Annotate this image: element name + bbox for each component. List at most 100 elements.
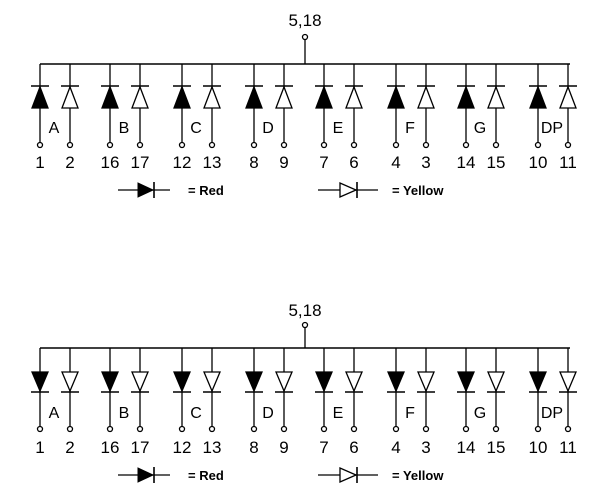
- pin-terminal: [280, 425, 288, 433]
- pin-terminal: [320, 425, 328, 433]
- segment-a: 1 2A: [31, 348, 79, 457]
- pin-terminal: [136, 425, 144, 433]
- red-led-diode-icon: [457, 85, 475, 109]
- yellow-led-diode-icon: [487, 85, 505, 109]
- pin-terminal: [280, 141, 288, 149]
- red-pin-number: 14: [457, 153, 476, 172]
- pin-terminal: [36, 425, 44, 433]
- pin-terminal: [36, 141, 44, 149]
- pin-terminal: [392, 141, 400, 149]
- pin-terminal: [564, 141, 572, 149]
- yellow-led-diode-icon: [61, 85, 79, 109]
- yellow-led-diode-icon: [339, 467, 358, 483]
- yellow-led-diode-icon: [131, 371, 149, 393]
- red-led-diode-icon: [529, 85, 547, 109]
- pin-terminal: [534, 141, 542, 149]
- yellow-led-diode-icon: [487, 371, 505, 393]
- segment-g: 14 15G: [457, 348, 505, 457]
- red-led-diode-icon: [173, 85, 191, 109]
- pin-terminal: [492, 425, 500, 433]
- red-led-diode-icon: [457, 371, 475, 393]
- pin-terminal: [250, 425, 258, 433]
- yellow-led-diode-icon: [203, 371, 221, 393]
- common-pin-terminal: [301, 321, 309, 329]
- legend-yellow-label: = Yellow: [392, 183, 444, 198]
- yellow-led-diode-icon: [339, 182, 358, 198]
- segment-label: A: [49, 405, 60, 422]
- red-led-diode-icon: [387, 85, 405, 109]
- segment-label: E: [333, 405, 344, 422]
- yellow-pin-number: 6: [349, 438, 358, 457]
- segment-label: D: [262, 405, 274, 422]
- pin-terminal: [178, 141, 186, 149]
- red-led-diode-icon: [31, 85, 49, 109]
- red-led-diode-icon: [315, 85, 333, 109]
- segment-label: DP: [541, 405, 563, 422]
- segment-e: 7 6E: [315, 64, 363, 172]
- segment-label: C: [190, 120, 202, 137]
- legend-red: = Red: [118, 182, 224, 198]
- legend-yellow-label: = Yellow: [392, 468, 444, 483]
- segment-label: G: [474, 120, 486, 137]
- segment-e: 7 6E: [315, 348, 363, 457]
- segment-label: F: [405, 405, 415, 422]
- yellow-pin-number: 17: [131, 438, 150, 457]
- segment-a: 1 2A: [31, 64, 79, 172]
- legend-red-label: = Red: [188, 183, 224, 198]
- segment-label: B: [119, 120, 130, 137]
- yellow-led-diode-icon: [203, 85, 221, 109]
- pin-terminal: [462, 141, 470, 149]
- segment-b: 16 17B: [101, 64, 150, 172]
- pin-terminal: [534, 425, 542, 433]
- pin-terminal: [462, 425, 470, 433]
- common-pin-label: 5,18: [288, 301, 321, 320]
- pin-terminal: [392, 425, 400, 433]
- segment-label: G: [474, 405, 486, 422]
- red-led-diode-icon: [137, 182, 155, 198]
- pin-terminal: [422, 425, 430, 433]
- yellow-led-diode-icon: [345, 371, 363, 393]
- segment-b: 16 17B: [101, 348, 150, 457]
- red-led-diode-icon: [245, 85, 263, 109]
- legend: = Red = Yellow: [118, 182, 444, 198]
- red-pin-number: 10: [529, 438, 548, 457]
- yellow-pin-number: 2: [65, 153, 74, 172]
- legend-red-label: = Red: [188, 468, 224, 483]
- pin-terminal: [250, 141, 258, 149]
- pin-terminal: [66, 425, 74, 433]
- pin-terminal: [136, 141, 144, 149]
- segment-label: DP: [541, 120, 563, 137]
- pin-terminal: [208, 141, 216, 149]
- legend-yellow: = Yellow: [318, 182, 444, 198]
- red-pin-number: 14: [457, 438, 476, 457]
- segment-d: 8 9D: [245, 348, 293, 457]
- segment-c: 12 13C: [173, 348, 222, 457]
- yellow-pin-number: 13: [203, 438, 222, 457]
- yellow-pin-number: 9: [279, 438, 288, 457]
- red-led-diode-icon: [315, 371, 333, 393]
- pin-terminal: [422, 141, 430, 149]
- legend-red: = Red: [118, 467, 224, 483]
- segment-f: 4 3F: [387, 64, 435, 172]
- red-pin-number: 4: [391, 153, 400, 172]
- red-pin-number: 8: [249, 153, 258, 172]
- segment-g: 14 15G: [457, 64, 506, 172]
- yellow-led-diode-icon: [559, 371, 577, 393]
- yellow-led-diode-icon: [559, 85, 577, 109]
- yellow-pin-number: 11: [559, 438, 577, 457]
- pin-terminal: [66, 141, 74, 149]
- red-led-diode-icon: [137, 467, 155, 483]
- red-led-diode-icon: [529, 371, 547, 393]
- red-pin-number: 4: [391, 438, 400, 457]
- yellow-pin-number: 17: [131, 153, 150, 172]
- common-pin-terminal: [301, 33, 309, 41]
- yellow-led-diode-icon: [61, 371, 79, 393]
- legend: = Red = Yellow: [118, 467, 444, 483]
- yellow-pin-number: 13: [203, 153, 222, 172]
- red-led-diode-icon: [173, 371, 191, 393]
- red-led-diode-icon: [31, 371, 49, 393]
- yellow-pin-number: 15: [487, 153, 506, 172]
